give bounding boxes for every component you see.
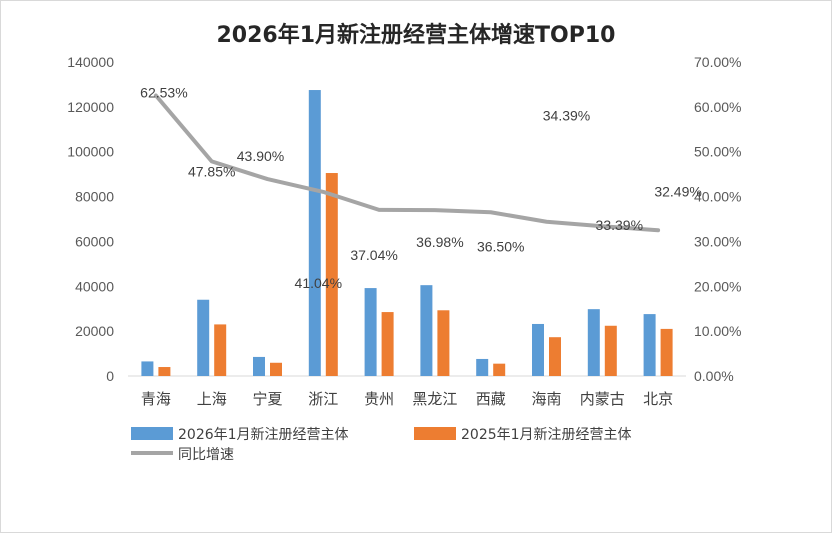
bar-2025-3 — [325, 173, 338, 376]
chart-title: 2026年1月新注册经营主体增速TOP10 — [217, 22, 616, 48]
growth-line-path — [153, 93, 661, 233]
bar-2026-2 — [253, 356, 265, 376]
bar-2026-9 — [643, 314, 656, 376]
category-label: 西藏 — [476, 390, 506, 408]
left-tick-label: 120000 — [67, 99, 114, 115]
legend: 2026年1月新注册经营主体 2025年1月新注册经营主体 同比增速 — [131, 427, 632, 463]
data-label: 36.98% — [416, 234, 463, 250]
bar-2025-1 — [214, 324, 227, 376]
left-tick-label: 0 — [106, 368, 114, 384]
data-label: 37.04% — [350, 247, 397, 263]
data-label: 47.85% — [188, 163, 235, 179]
data-label: 32.49% — [654, 183, 701, 199]
bar-2026-1 — [197, 299, 210, 376]
bar-2026-0 — [141, 361, 154, 376]
bar-2026-6 — [476, 358, 489, 376]
bar-2025-5 — [437, 310, 450, 376]
legend-label-2025: 2025年1月新注册经营主体 — [461, 427, 632, 443]
data-label: 43.90% — [237, 148, 284, 164]
bar-2025-8 — [604, 325, 617, 376]
data-label: 33.39% — [596, 217, 643, 233]
right-tick-label: 50.00% — [694, 144, 741, 160]
category-label: 贵州 — [364, 390, 394, 408]
bar-2025-0 — [158, 367, 171, 376]
right-tick-label: 60.00% — [694, 99, 741, 115]
bar-2026-4 — [364, 288, 377, 376]
left-tick-label: 20000 — [75, 323, 114, 339]
right-axis: 0.00% 10.00% 20.00% 30.00% 40.00% 50.00% 60.00… — [694, 54, 741, 384]
bars — [141, 90, 673, 377]
left-tick-label: 60000 — [75, 233, 114, 249]
right-tick-label: 40.00% — [694, 189, 741, 205]
bar-2026-7 — [532, 323, 544, 376]
bar-2026-8 — [587, 309, 600, 376]
category-label: 上海 — [197, 390, 227, 408]
right-tick-label: 70.00% — [694, 54, 741, 70]
category-label: 浙江 — [308, 390, 338, 408]
left-tick-label: 80000 — [75, 189, 114, 205]
category-label: 海南 — [531, 390, 561, 408]
right-tick-label: 30.00% — [694, 233, 741, 249]
data-label: 34.39% — [543, 108, 590, 124]
right-tick-label: 10.00% — [694, 323, 741, 339]
bar-2025-6 — [493, 363, 506, 376]
left-tick-label: 140000 — [67, 54, 114, 70]
data-labels: 62.53% 47.85%43.90% 41.04% 37.04% 36.98% 36.5… — [140, 85, 702, 291]
right-tick-label: 0.00% — [694, 368, 734, 384]
category-labels: 青海 上海 宁夏 浙江 贵州 黑龙江 西藏 海南 内蒙古 北京 — [141, 390, 673, 408]
category-label: 青海 — [141, 390, 171, 408]
legend-swatch-2025 — [414, 427, 456, 440]
legend-swatch-2026 — [131, 427, 173, 440]
bar-2026-3 — [308, 90, 321, 377]
legend-label-2026: 2026年1月新注册经营主体 — [178, 427, 349, 443]
category-label: 宁夏 — [252, 390, 282, 408]
bar-2026-5 — [420, 285, 433, 376]
bar-2025-2 — [270, 362, 282, 376]
bar-2025-9 — [660, 328, 673, 376]
bar-2025-7 — [549, 337, 561, 376]
category-label: 北京 — [643, 390, 673, 408]
legend-label-growth: 同比增速 — [178, 447, 234, 463]
data-label: 36.50% — [477, 238, 524, 254]
growth-line — [153, 93, 661, 233]
data-label: 41.04% — [295, 275, 342, 291]
category-label: 黑龙江 — [412, 390, 457, 408]
bar-2025-4 — [381, 312, 394, 376]
data-label: 62.53% — [140, 85, 187, 101]
left-tick-label: 40000 — [75, 278, 114, 294]
left-tick-label: 100000 — [67, 144, 114, 160]
right-tick-label: 20.00% — [694, 278, 741, 294]
category-label: 内蒙古 — [580, 390, 625, 408]
